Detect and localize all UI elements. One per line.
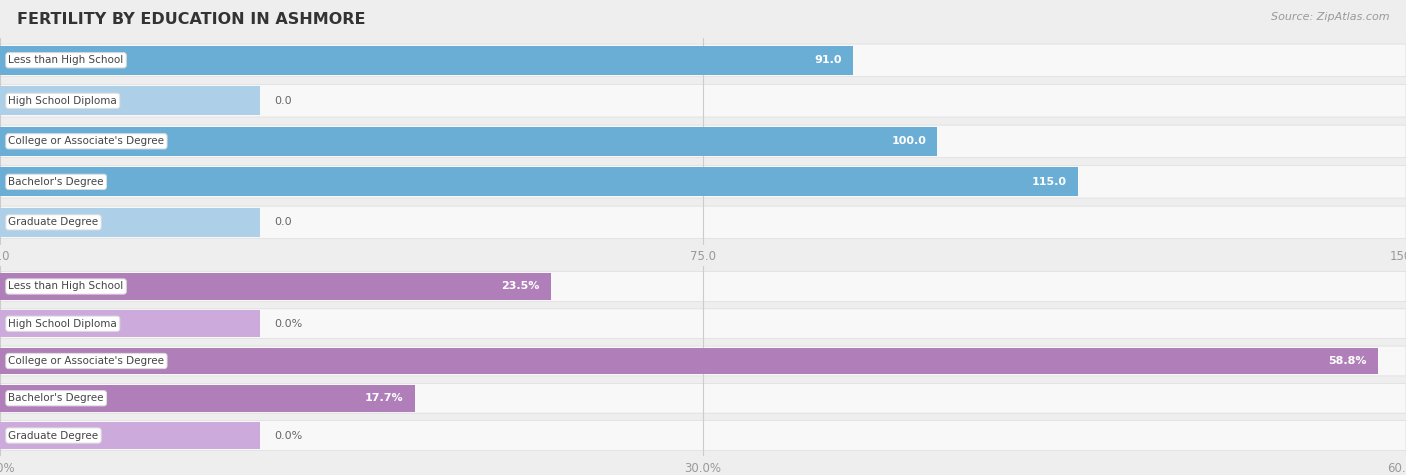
FancyBboxPatch shape (0, 85, 1406, 117)
Text: 91.0: 91.0 (814, 55, 842, 65)
Text: 0.0: 0.0 (274, 96, 292, 106)
Text: High School Diploma: High School Diploma (8, 96, 117, 106)
Bar (0, 167, 1078, 197)
Text: 115.0: 115.0 (1032, 177, 1067, 187)
Bar (0, 86, 260, 115)
Bar (0, 310, 260, 337)
Bar (0, 167, 260, 197)
Text: FERTILITY BY EDUCATION IN ASHMORE: FERTILITY BY EDUCATION IN ASHMORE (17, 12, 366, 27)
Bar (0, 385, 260, 412)
Text: Graduate Degree: Graduate Degree (8, 218, 98, 228)
FancyBboxPatch shape (0, 420, 1406, 450)
Text: 0.0%: 0.0% (274, 319, 302, 329)
Bar (0, 208, 260, 237)
FancyBboxPatch shape (0, 125, 1406, 158)
FancyBboxPatch shape (0, 272, 1406, 302)
Text: 23.5%: 23.5% (501, 282, 540, 292)
Bar (0, 348, 1378, 374)
Bar (0, 348, 260, 374)
Bar (0, 127, 938, 156)
FancyBboxPatch shape (0, 206, 1406, 238)
Text: 17.7%: 17.7% (366, 393, 404, 403)
FancyBboxPatch shape (0, 309, 1406, 339)
Text: Bachelor's Degree: Bachelor's Degree (8, 177, 104, 187)
Text: Source: ZipAtlas.com: Source: ZipAtlas.com (1271, 12, 1389, 22)
Text: Less than High School: Less than High School (8, 55, 124, 65)
Text: Bachelor's Degree: Bachelor's Degree (8, 393, 104, 403)
Text: 0.0%: 0.0% (274, 430, 302, 440)
Text: High School Diploma: High School Diploma (8, 319, 117, 329)
Text: Graduate Degree: Graduate Degree (8, 430, 98, 440)
Bar (0, 422, 260, 449)
FancyBboxPatch shape (0, 383, 1406, 413)
FancyBboxPatch shape (0, 346, 1406, 376)
Text: 0.0: 0.0 (274, 218, 292, 228)
FancyBboxPatch shape (0, 166, 1406, 198)
Bar (0, 273, 551, 300)
Bar (0, 273, 260, 300)
Text: College or Associate's Degree: College or Associate's Degree (8, 356, 165, 366)
Bar (0, 46, 853, 75)
Bar (0, 385, 415, 412)
Text: 100.0: 100.0 (891, 136, 927, 146)
Bar (0, 127, 260, 156)
Text: 58.8%: 58.8% (1329, 356, 1367, 366)
Bar (0, 46, 260, 75)
FancyBboxPatch shape (0, 44, 1406, 76)
Text: Less than High School: Less than High School (8, 282, 124, 292)
Text: College or Associate's Degree: College or Associate's Degree (8, 136, 165, 146)
